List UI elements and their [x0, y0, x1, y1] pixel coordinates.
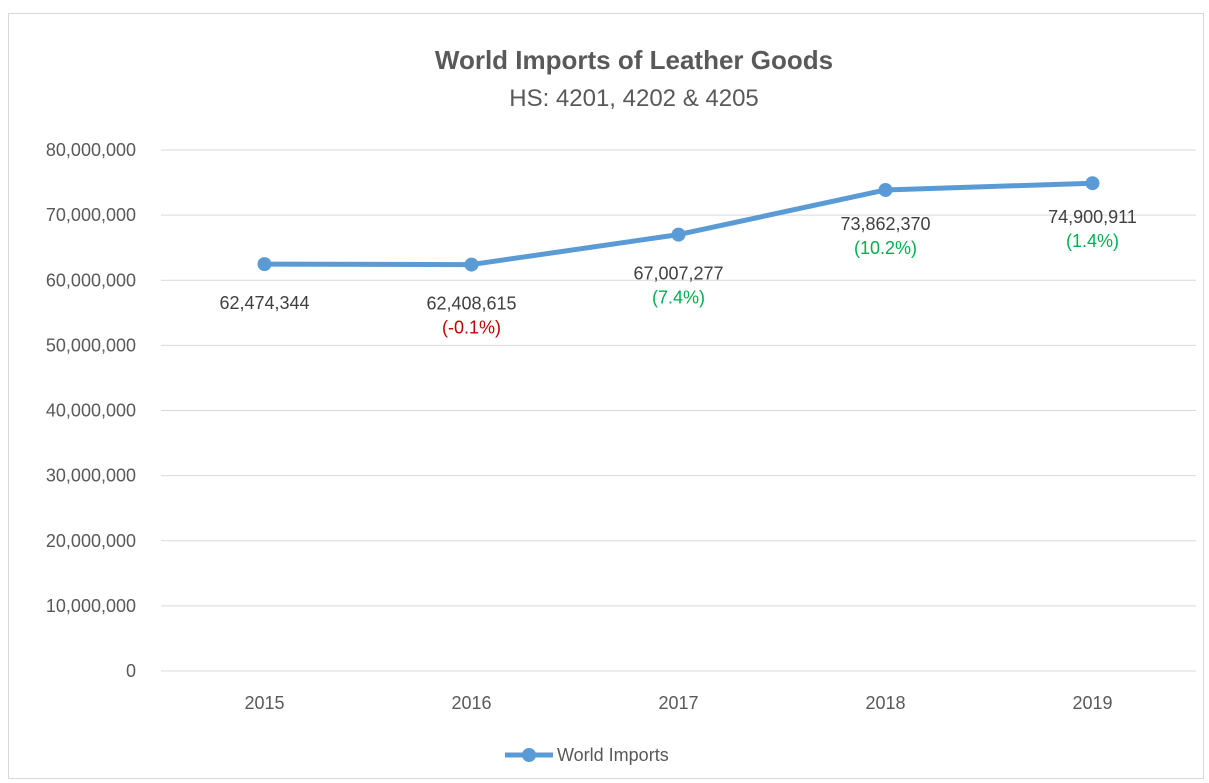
series-world-imports	[257, 176, 1100, 272]
change-label: (10.2%)	[854, 238, 917, 258]
data-label: 67,007,277	[633, 264, 723, 284]
data-label: 62,408,615	[426, 294, 516, 314]
x-axis-ticks: 2015 2016 2017 2018 2019	[244, 693, 1112, 713]
change-label: (-0.1%)	[442, 318, 501, 338]
chart-subtitle: HS: 4201, 4202 & 4205	[509, 85, 759, 112]
x-tick-label: 2015	[244, 693, 284, 713]
y-tick-label: 20,000,000	[46, 531, 136, 551]
legend: World Imports	[505, 745, 669, 765]
change-label: (1.4%)	[1066, 231, 1119, 251]
x-tick-label: 2018	[865, 693, 905, 713]
y-tick-label: 60,000,000	[46, 270, 136, 290]
series-line	[262, 180, 1095, 268]
data-label: 74,900,911	[1048, 207, 1137, 227]
y-axis-ticks: 0 10,000,000 20,000,000 30,000,000 40,000,00…	[46, 140, 136, 681]
chart-container: World Imports of Leather Goods HS: 4201,…	[8, 13, 1204, 779]
y-tick-label: 50,000,000	[46, 335, 136, 355]
y-tick-label: 10,000,000	[46, 596, 136, 616]
data-label: 62,474,344	[219, 293, 309, 313]
y-tick-label: 0	[126, 661, 136, 681]
data-point	[464, 257, 479, 272]
y-tick-label: 80,000,000	[46, 140, 136, 160]
data-point	[671, 227, 686, 242]
line-chart: World Imports of Leather Goods HS: 4201,…	[46, 45, 1196, 765]
data-labels: 62,474,344 62,408,615 (-0.1%) 67,007,277 (7.…	[219, 207, 1136, 337]
gridlines	[161, 149, 1196, 672]
change-label: (7.4%)	[652, 288, 705, 308]
x-tick-label: 2016	[451, 693, 491, 713]
data-point	[1085, 176, 1100, 191]
data-label: 73,862,370	[840, 214, 930, 234]
legend-label: World Imports	[557, 745, 669, 765]
x-tick-label: 2017	[658, 693, 698, 713]
data-point	[878, 182, 893, 197]
y-tick-label: 40,000,000	[46, 401, 136, 421]
legend-point-marker	[522, 748, 536, 762]
y-tick-label: 30,000,000	[46, 466, 136, 486]
chart-title: World Imports of Leather Goods	[435, 45, 833, 75]
data-point	[257, 257, 272, 272]
x-tick-label: 2019	[1072, 693, 1112, 713]
y-tick-label: 70,000,000	[46, 205, 136, 225]
